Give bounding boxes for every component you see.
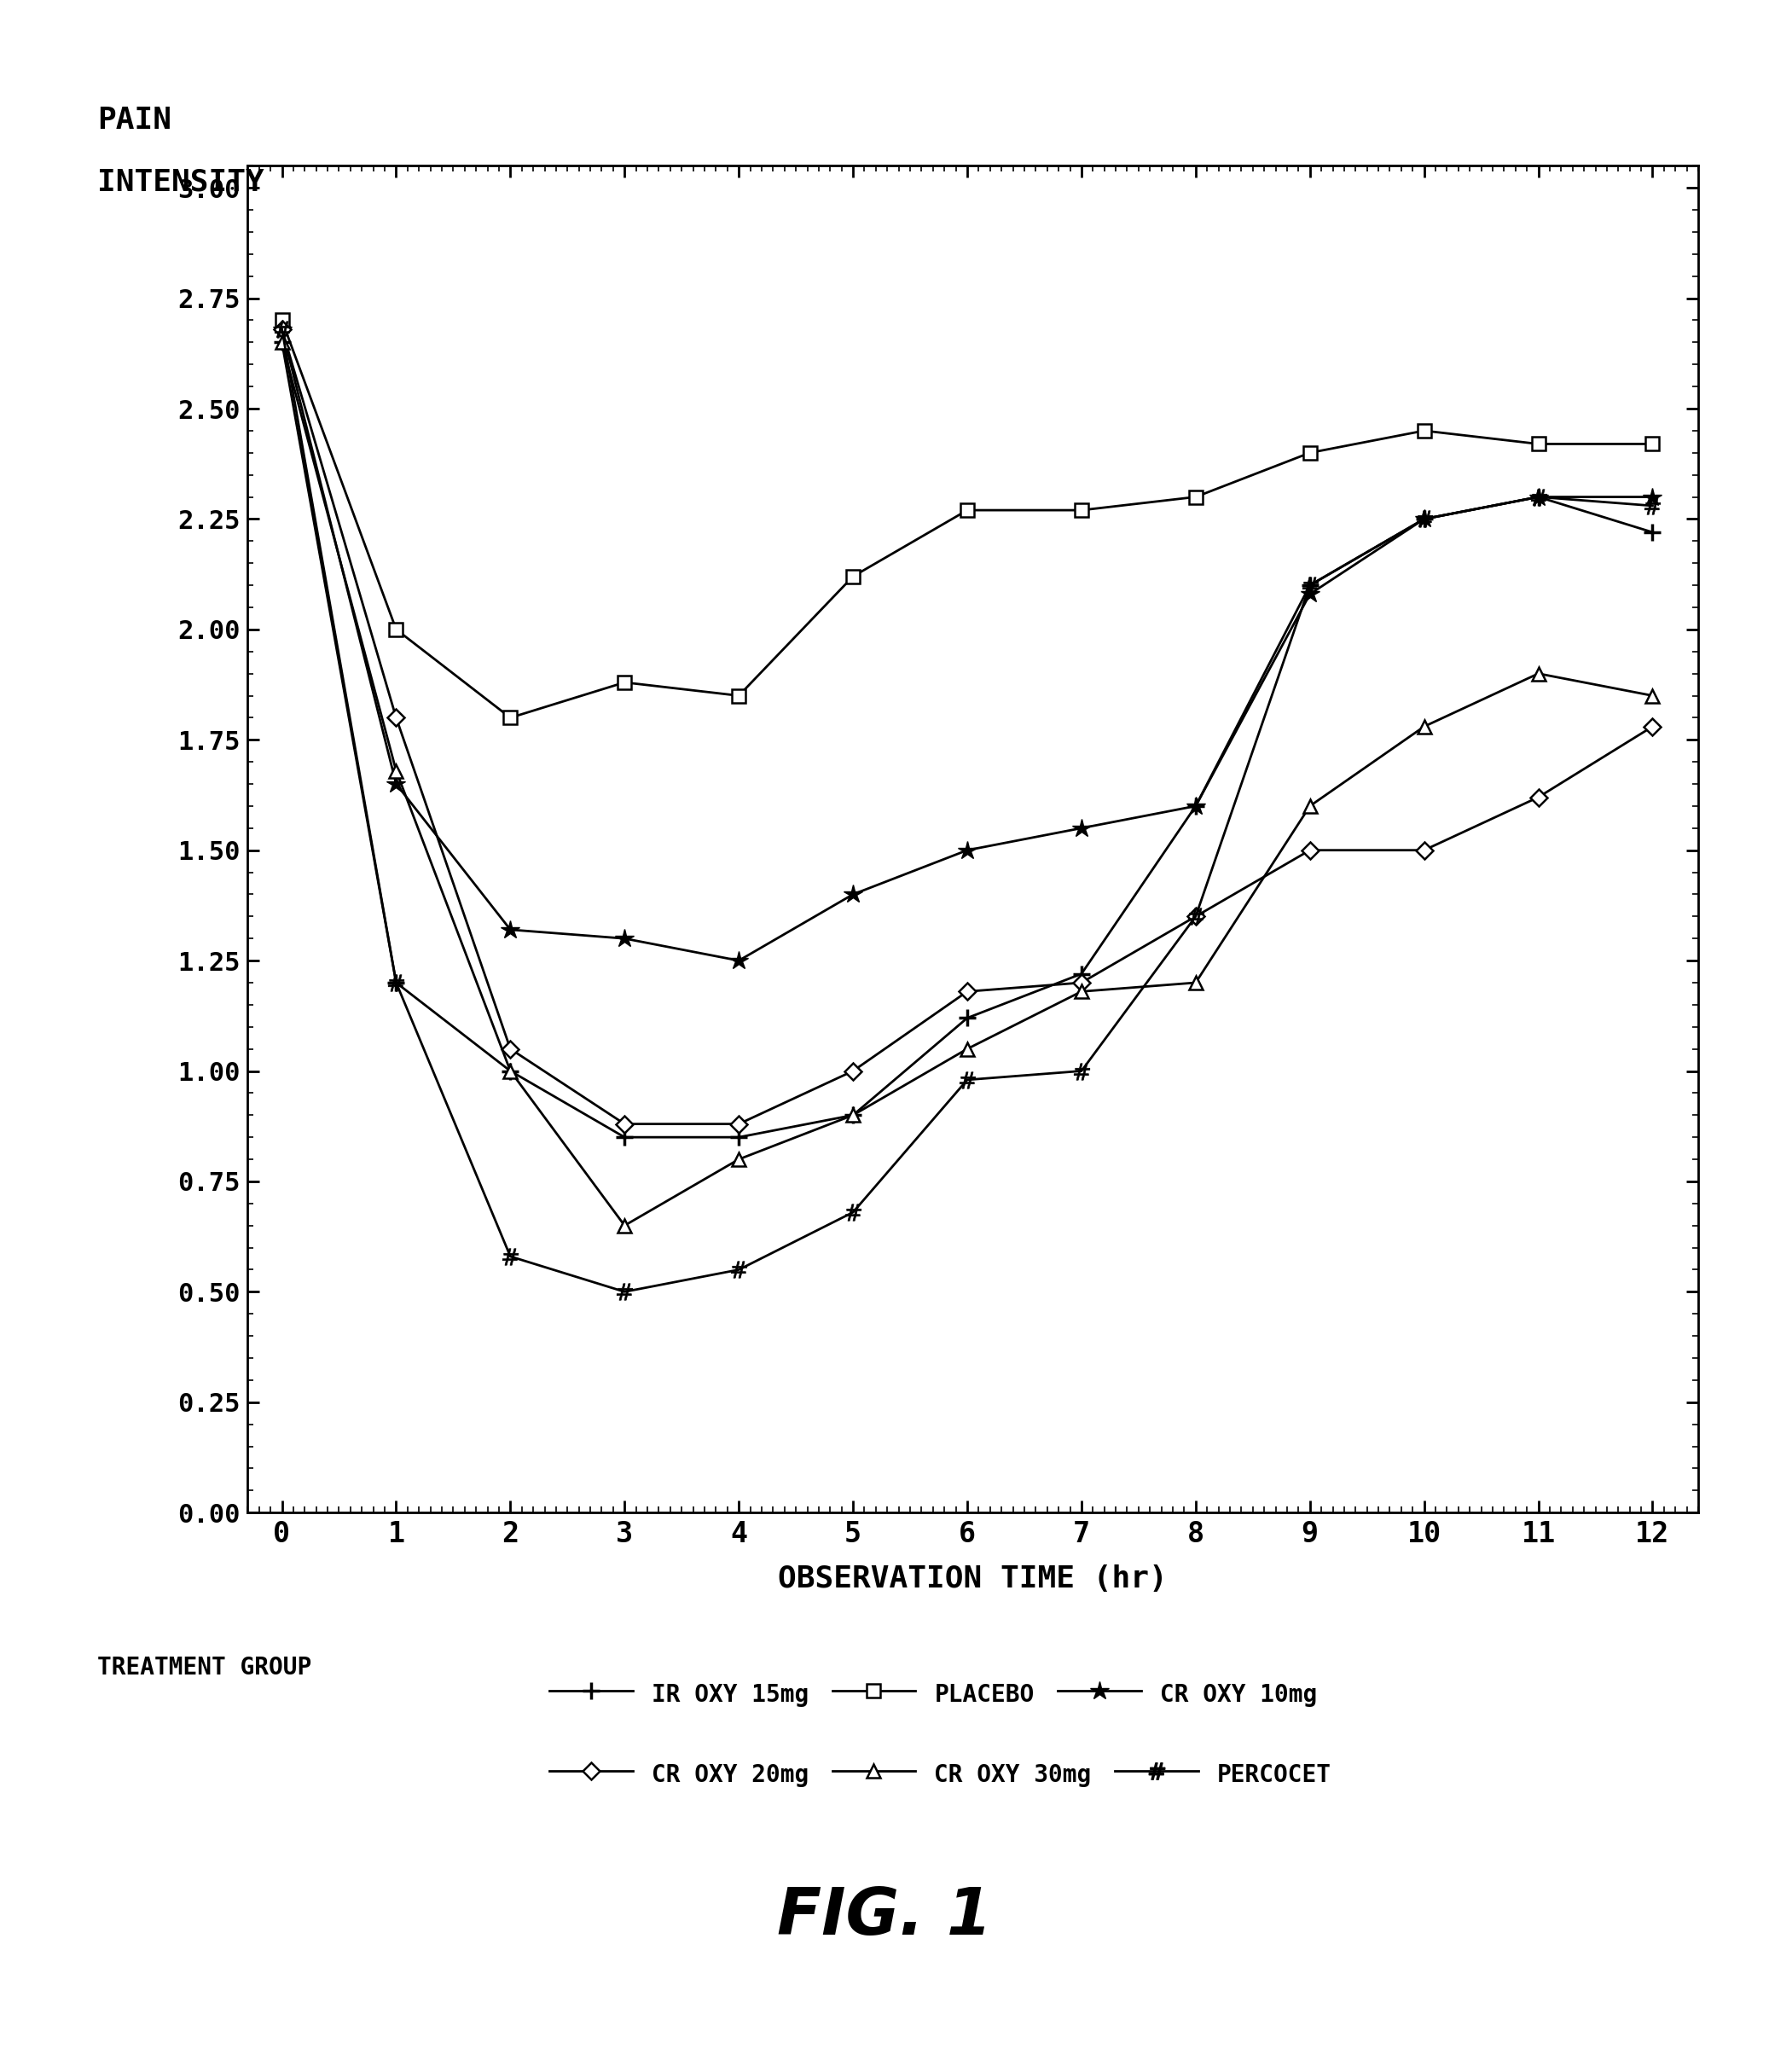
X-axis label: OBSERVATION TIME (hr): OBSERVATION TIME (hr)	[778, 1564, 1168, 1593]
Text: PAIN: PAIN	[97, 106, 172, 135]
Legend: CR OXY 20mg, CR OXY 30mg, PERCOCET: CR OXY 20mg, CR OXY 30mg, PERCOCET	[550, 1759, 1332, 1788]
Text: INTENSITY: INTENSITY	[97, 168, 264, 197]
Text: FIG. 1: FIG. 1	[777, 1886, 992, 1948]
Text: TREATMENT GROUP: TREATMENT GROUP	[97, 1656, 311, 1680]
